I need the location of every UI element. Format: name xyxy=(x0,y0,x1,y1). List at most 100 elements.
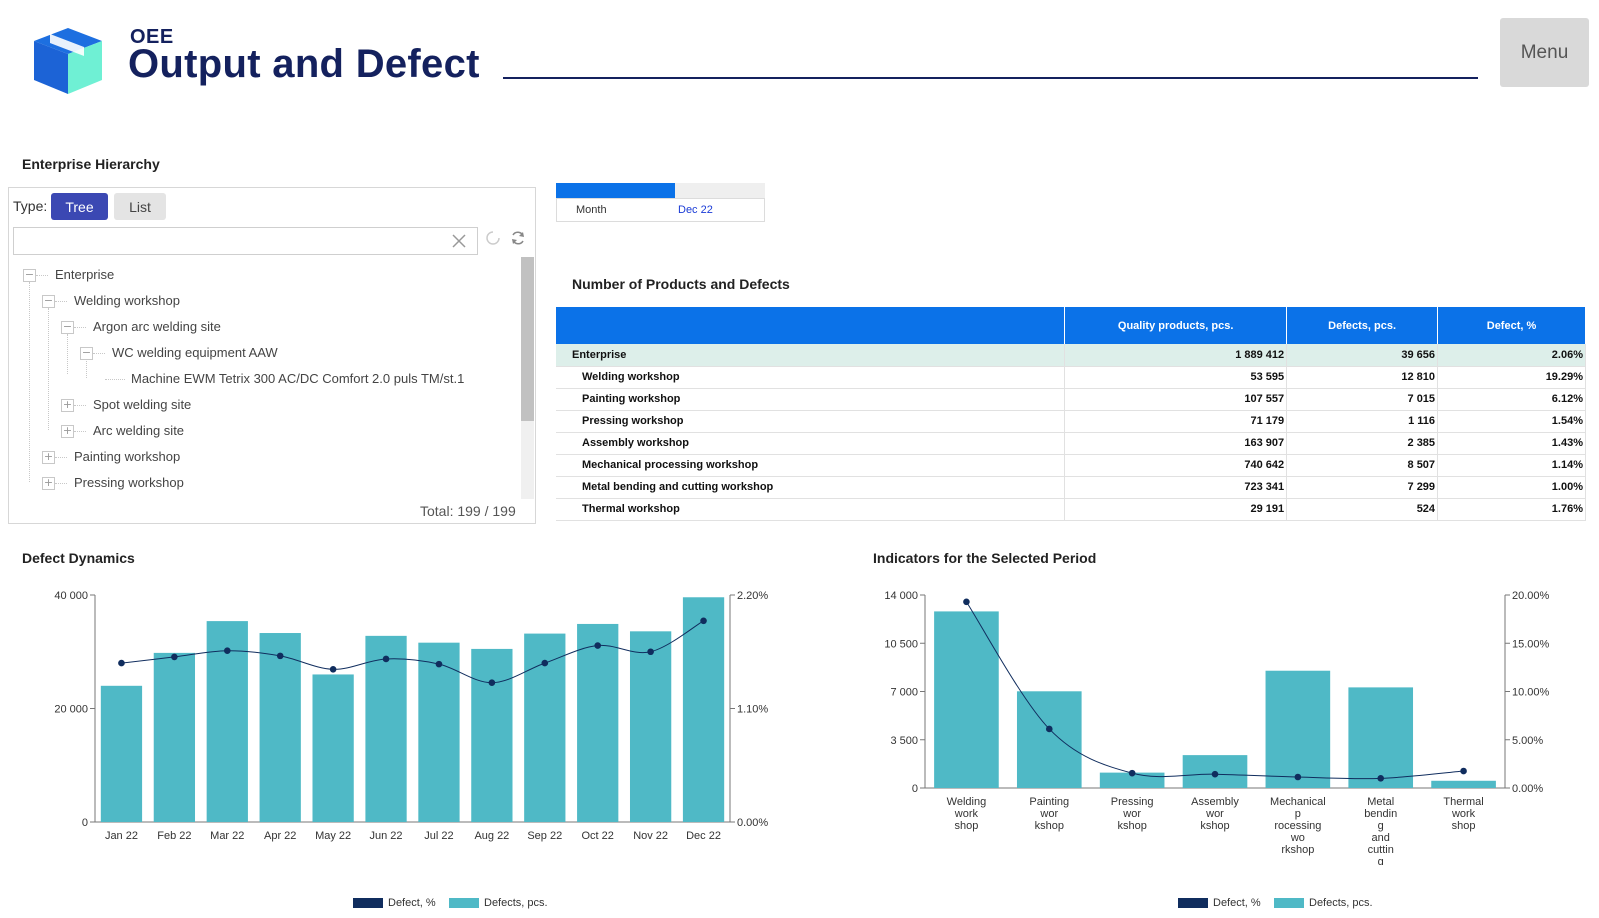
tree-item-machine[interactable]: Machine EWM Tetrix 300 AC/DC Comfort 2.0… xyxy=(131,371,465,386)
row-quality: 1 889 412 xyxy=(1064,344,1288,367)
period-progress-fill xyxy=(556,183,676,198)
col-header-defect-pct[interactable]: Defect, % xyxy=(1437,307,1586,344)
row-defect-pct: 1.00% xyxy=(1437,476,1586,499)
line-point xyxy=(1045,725,1053,733)
row-defects: 8 507 xyxy=(1286,454,1439,477)
table-row[interactable]: Assembly workshop 163 907 2 385 1.43% xyxy=(556,432,1586,455)
row-defect-pct: 1.43% xyxy=(1437,432,1586,455)
tree-item-pressing[interactable]: Pressing workshop xyxy=(74,475,184,490)
row-quality: 29 191 xyxy=(1064,498,1288,521)
col-header-defects[interactable]: Defects, pcs. xyxy=(1286,307,1439,344)
line-point xyxy=(1460,767,1467,775)
bar xyxy=(1016,691,1082,788)
bar xyxy=(682,597,725,822)
table-row[interactable]: Metal bending and cutting workshop 723 3… xyxy=(556,476,1586,499)
refresh-icon[interactable] xyxy=(510,230,526,246)
x-tick-label: Oct 22 xyxy=(582,830,614,842)
indicators-title: Indicators for the Selected Period xyxy=(873,550,1097,566)
legend-label: Defects, pcs. xyxy=(484,897,548,909)
x-tick-label: Feb 22 xyxy=(157,830,191,842)
x-tick-label: Jun 22 xyxy=(370,830,403,842)
tree-connector xyxy=(105,379,125,380)
x-tick-label: rocessing xyxy=(1274,820,1321,832)
x-tick-label: work xyxy=(1451,808,1476,820)
x-tick-label: Pressing xyxy=(1111,796,1154,808)
y2-tick-label: 20.00% xyxy=(1512,590,1550,602)
expand-icon[interactable]: + xyxy=(42,450,55,464)
row-quality: 71 179 xyxy=(1064,410,1288,433)
x-tick-label: Thermal xyxy=(1443,796,1483,808)
table-row[interactable]: Thermal workshop 29 191 524 1.76% xyxy=(556,498,1586,521)
type-label: Type: xyxy=(13,198,48,214)
table-row[interactable]: Enterprise 1 889 412 39 656 2.06% xyxy=(556,344,1586,367)
hierarchy-search-input[interactable] xyxy=(13,227,478,255)
col-header-name[interactable] xyxy=(556,307,1066,344)
list-view-button[interactable]: List xyxy=(114,193,166,220)
tree-item-spot-welding[interactable]: Spot welding site xyxy=(93,397,192,412)
y-tick-label: 3 500 xyxy=(890,735,918,747)
row-name: Welding workshop xyxy=(556,366,1066,389)
tree-item-arc-welding[interactable]: Arc welding site xyxy=(93,423,185,438)
x-tick-label: Assembly xyxy=(1191,796,1239,808)
row-name: Pressing workshop xyxy=(556,410,1066,433)
collapse-icon[interactable]: − xyxy=(42,294,55,308)
legend-line-swatch xyxy=(1178,898,1208,908)
expand-icon[interactable]: + xyxy=(42,476,55,490)
table-row[interactable]: Welding workshop 53 595 12 810 19.29% xyxy=(556,366,1586,389)
x-tick-label: bendin xyxy=(1364,808,1397,820)
bar xyxy=(577,623,619,822)
tree-connector xyxy=(36,275,48,276)
line-point xyxy=(171,653,178,661)
tree-scrollbar-thumb[interactable] xyxy=(521,257,534,421)
tree-item-wc-equipment[interactable]: WC welding equipment AAW xyxy=(112,345,278,360)
defect-dynamics-title: Defect Dynamics xyxy=(22,550,135,566)
period-selector[interactable] xyxy=(556,198,765,222)
line-point xyxy=(382,655,390,663)
row-name: Thermal workshop xyxy=(556,498,1066,521)
table-row[interactable]: Mechanical processing workshop 740 642 8… xyxy=(556,454,1586,477)
row-defect-pct: 6.12% xyxy=(1437,388,1586,411)
tree-view-button[interactable]: Tree xyxy=(51,193,108,220)
tree-connector xyxy=(55,457,67,458)
collapse-icon[interactable]: − xyxy=(80,346,93,360)
tree-item-enterprise[interactable]: Enterprise xyxy=(55,267,115,282)
table-row[interactable]: Painting workshop 107 557 7 015 6.12% xyxy=(556,388,1586,411)
period-label: Month xyxy=(576,204,607,216)
table-row[interactable]: Pressing workshop 71 179 1 116 1.54% xyxy=(556,410,1586,433)
x-tick-label: Painting xyxy=(1029,796,1069,808)
x-tick-label: g xyxy=(1378,856,1384,865)
expand-icon[interactable]: + xyxy=(61,424,74,438)
tree-item-argon-arc[interactable]: Argon arc welding site xyxy=(93,319,221,334)
tree-connector xyxy=(67,334,68,374)
clear-icon[interactable] xyxy=(449,231,469,251)
tree-connector xyxy=(74,327,86,328)
products-table-title: Number of Products and Defects xyxy=(572,276,790,292)
collapse-icon[interactable]: − xyxy=(61,320,74,334)
col-header-quality[interactable]: Quality products, pcs. xyxy=(1064,307,1288,344)
y2-tick-label: 15.00% xyxy=(1512,638,1550,650)
line-point xyxy=(1294,773,1302,781)
row-defects: 1 116 xyxy=(1286,410,1439,433)
line-point xyxy=(1377,775,1385,782)
y2-tick-label: 0.00% xyxy=(737,817,768,829)
y-tick-label: 20 000 xyxy=(54,704,88,716)
hierarchy-title: Enterprise Hierarchy xyxy=(22,156,160,172)
menu-button[interactable]: Menu xyxy=(1500,18,1589,87)
legend-label: Defect, % xyxy=(388,897,436,909)
tree-connector xyxy=(29,282,30,482)
expand-icon[interactable]: + xyxy=(61,398,74,412)
collapse-icon[interactable]: − xyxy=(23,268,36,282)
row-quality: 723 341 xyxy=(1064,476,1288,499)
bar xyxy=(206,621,248,822)
tree-connector xyxy=(74,431,86,432)
row-defects: 524 xyxy=(1286,498,1439,521)
line-point xyxy=(118,659,125,667)
y-tick-label: 0 xyxy=(912,783,918,795)
x-tick-label: wor xyxy=(1122,808,1141,820)
tree-item-painting[interactable]: Painting workshop xyxy=(74,449,181,464)
tree-item-welding-workshop[interactable]: Welding workshop xyxy=(74,293,180,308)
x-tick-label: Apr 22 xyxy=(264,830,296,842)
period-value[interactable]: Dec 22 xyxy=(678,204,713,216)
row-name: Metal bending and cutting workshop xyxy=(556,476,1066,499)
logo-cube-icon xyxy=(34,28,102,94)
